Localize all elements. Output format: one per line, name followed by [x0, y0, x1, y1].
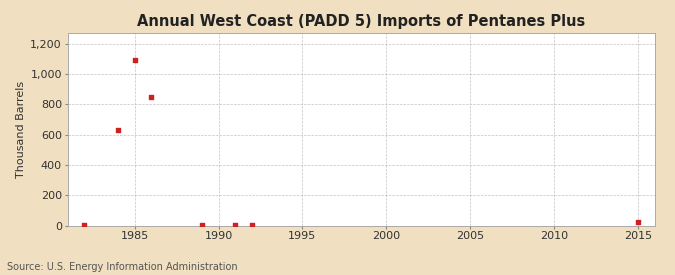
Point: [129, 58, 140, 62]
Point: [79, 223, 90, 227]
Point: [246, 223, 257, 227]
Point: [146, 95, 157, 100]
Text: Source: U.S. Energy Information Administration: Source: U.S. Energy Information Administ…: [7, 262, 238, 272]
Point: [230, 223, 241, 227]
Title: Annual West Coast (PADD 5) Imports of Pentanes Plus: Annual West Coast (PADD 5) Imports of Pe…: [137, 14, 585, 29]
Y-axis label: Thousand Barrels: Thousand Barrels: [16, 81, 26, 178]
Point: [196, 223, 207, 227]
Point: [113, 128, 124, 132]
Point: [632, 219, 643, 224]
